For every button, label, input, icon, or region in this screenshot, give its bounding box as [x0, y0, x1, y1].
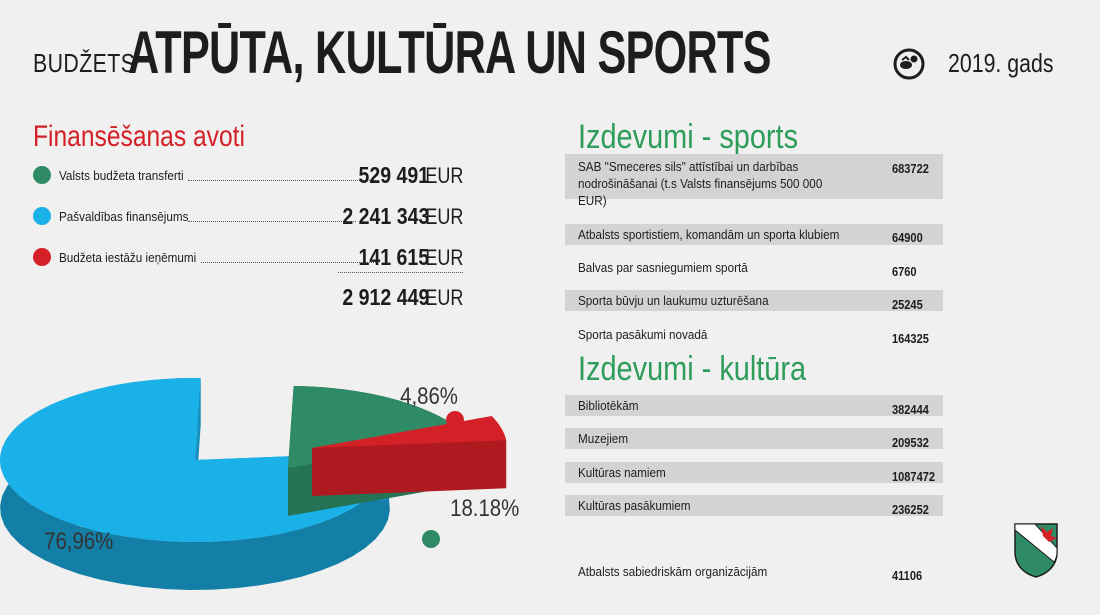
header-prefix: BUDŽETS: [33, 48, 136, 78]
funding-dot: [33, 166, 51, 184]
pie-chart: [0, 378, 507, 590]
pie-label-green: 18.18%: [450, 495, 520, 522]
culture-title: Izdevumi - kultūra: [578, 350, 807, 388]
funding-value: 141 615: [358, 244, 429, 270]
pie-dot-blue: [67, 494, 85, 512]
funding-row: Budžeta iestāžu ieņēmumi 141 615 EUR: [33, 244, 463, 270]
sports-row: SAB "Smeceres sils" attīstībai un darbīb…: [565, 154, 943, 208]
sports-item-value: 25245: [892, 297, 923, 312]
pie-dot-red: [446, 411, 464, 429]
funding-total-unit: EUR: [424, 285, 463, 310]
dotted-leader: [188, 180, 378, 181]
pie-label-blue: 76,96%: [44, 528, 114, 555]
culture-row: Kultūras namiem 1087472: [565, 462, 943, 484]
sports-item-label: Sporta būvju un laukumu uzturēšana: [578, 293, 769, 308]
dotted-leader: [201, 262, 378, 263]
sports-item-value: 683722: [892, 161, 929, 176]
culture-row: Atbalsts sabiedriskām organizācijām 4110…: [565, 561, 943, 583]
funding-total-row: 2 912 449 EUR: [33, 284, 463, 310]
sports-row: Sporta būvju un laukumu uzturēšana 25245: [565, 290, 943, 312]
dotted-leader: [188, 221, 356, 222]
funding-title: Finansēšanas avoti: [33, 120, 245, 153]
culture-item-value: 382444: [892, 402, 929, 417]
sports-title: Izdevumi - sports: [578, 118, 799, 156]
funding-value: 529 491: [358, 162, 429, 188]
funding-label: Pašvaldības finansējums: [59, 209, 189, 224]
page-title: ATPŪTA, KULTŪRA UN SPORTS: [128, 19, 771, 86]
funding-label: Budžeta iestāžu ieņēmumi: [59, 250, 197, 265]
sports-item-value: 64900: [892, 230, 923, 245]
funding-unit: EUR: [424, 163, 463, 188]
sports-item-label: SAB "Smeceres sils" attīstībai un darbīb…: [578, 159, 823, 208]
year-label: 2019. gads: [948, 48, 1054, 78]
culture-item-label: Atbalsts sabiedriskām organizācijām: [578, 564, 768, 579]
sports-row: Sporta pasākumi novadā 164325: [565, 324, 943, 346]
culture-item-label: Kultūras namiem: [578, 465, 666, 480]
sports-item-value: 6760: [892, 264, 917, 279]
funding-value: 2 241 343: [342, 203, 429, 229]
pie-slice-face: [312, 440, 507, 496]
culture-item-value: 236252: [892, 502, 929, 517]
funding-dot: [33, 207, 51, 225]
sports-item-label: Balvas par sasniegumiem sportā: [578, 260, 748, 275]
sports-item-value: 164325: [892, 331, 929, 346]
pie-label-red: 4,86%: [400, 383, 458, 410]
culture-item-value: 41106: [892, 568, 923, 583]
funding-label: Valsts budžeta transferti: [59, 168, 184, 183]
culture-item-label: Muzejiem: [578, 431, 629, 446]
culture-item-value: 1087472: [892, 469, 936, 484]
culture-row: Bibliotēkām 382444: [565, 395, 943, 417]
sports-row: Balvas par sasniegumiem sportā 6760: [565, 257, 943, 279]
culture-item-value: 209532: [892, 435, 929, 450]
funding-dot: [33, 248, 51, 266]
funding-unit: EUR: [424, 245, 463, 270]
pie-dot-green: [422, 530, 440, 548]
culture-row: Muzejiem 209532: [565, 428, 943, 450]
sports-item-label: Atbalsts sportistiem, komandām un sporta…: [578, 227, 840, 242]
culture-item-label: Bibliotēkām: [578, 398, 639, 413]
funding-unit: EUR: [424, 204, 463, 229]
culture-item-label: Kultūras pasākumiem: [578, 498, 691, 513]
funding-total-value: 2 912 449: [342, 284, 429, 310]
funding-row: Pašvaldības finansējums 2 241 343 EUR: [33, 203, 463, 229]
sports-item-label: Sporta pasākumi novadā: [578, 327, 708, 342]
coat-of-arms-icon: [1014, 523, 1058, 578]
ball-icon: [893, 48, 925, 80]
funding-row: Valsts budžeta transferti 529 491 EUR: [33, 162, 463, 188]
sports-row: Atbalsts sportistiem, komandām un sporta…: [565, 224, 943, 245]
culture-row: Kultūras pasākumiem 236252: [565, 495, 943, 517]
total-divider: [338, 272, 463, 273]
